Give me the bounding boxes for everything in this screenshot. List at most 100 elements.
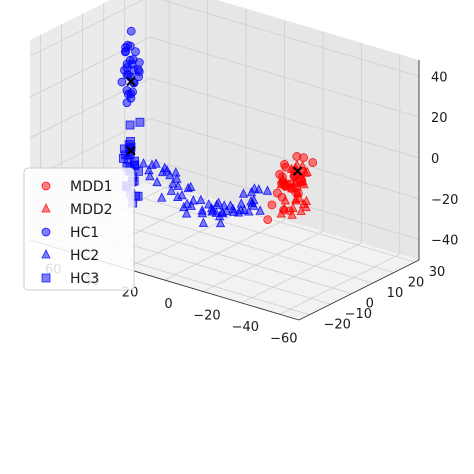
grid-x-floor — [241, 242, 362, 304]
point-mdd2 — [287, 209, 297, 219]
point-mdd2 — [301, 201, 311, 212]
point-hc2 — [144, 164, 154, 175]
legend-marker — [41, 203, 51, 213]
point-mdd1 — [267, 200, 277, 210]
point-hc1 — [122, 86, 132, 95]
grid-x-floor — [202, 231, 324, 292]
point-hc1 — [134, 72, 144, 82]
point-hc2 — [186, 181, 196, 191]
grid-y-floor — [103, 202, 373, 284]
point-hc2 — [188, 195, 198, 205]
grid-y-floor — [124, 192, 394, 274]
point-hc2 — [166, 185, 176, 195]
point-hc2 — [172, 173, 182, 183]
point-hc3 — [133, 191, 143, 201]
point-mdd2 — [301, 195, 312, 205]
grid-z-back — [149, 36, 420, 118]
z-tick-label: 20 — [431, 111, 448, 126]
point-mdd1 — [308, 158, 318, 167]
y-tick-label: 30 — [429, 265, 446, 280]
legend-entry: MDD1 — [41, 179, 113, 195]
point-hc2 — [186, 200, 197, 210]
point-hc1 — [129, 65, 139, 75]
legend-marker — [41, 227, 51, 237]
point-mdd1 — [263, 215, 273, 225]
point-hc2 — [247, 197, 257, 207]
legend-box — [23, 167, 135, 291]
z-tick-label: −40 — [431, 234, 458, 249]
point-hc2 — [138, 158, 149, 168]
centroid-stroke — [292, 166, 303, 176]
point-hc1 — [117, 77, 127, 87]
legend: MDD1 MDD2 HC1 HC2 HC3 — [23, 167, 135, 291]
centroid-marker — [292, 166, 303, 176]
point-hc2 — [213, 197, 224, 207]
point-hc2 — [204, 199, 214, 209]
point-hc2 — [238, 188, 249, 198]
x-tick-label: −40 — [232, 320, 259, 335]
point-mdd2 — [302, 166, 312, 176]
point-hc1 — [125, 55, 135, 65]
grid-x-floor — [164, 219, 285, 281]
legend-entry: MDD2 — [41, 202, 113, 218]
point-mdd2 — [288, 202, 298, 212]
point-hc2 — [225, 200, 236, 210]
grid-x-floor — [279, 253, 400, 315]
grid-z-back — [149, 118, 420, 200]
centroid-stroke — [126, 146, 136, 156]
y-tick-label: 20 — [408, 276, 425, 291]
point-mdd2 — [280, 195, 290, 205]
point-mdd2 — [283, 180, 293, 191]
point-hc2 — [211, 207, 221, 217]
point-hc1 — [126, 26, 136, 36]
point-hc2 — [157, 192, 167, 202]
point-hc2 — [181, 208, 192, 218]
grid-z-back — [149, 77, 420, 159]
point-mdd1 — [272, 188, 282, 198]
legend-marker — [41, 273, 51, 283]
y-axis-line — [298, 259, 420, 321]
grid-z-back — [160, 0, 420, 77]
point-hc2 — [196, 194, 206, 204]
point-hc2 — [215, 217, 226, 228]
legend-entry: HC3 — [41, 271, 99, 287]
point-hc2 — [198, 217, 209, 227]
grid-x-floor — [125, 208, 247, 269]
point-mdd1 — [299, 153, 308, 163]
point-mdd2 — [276, 208, 286, 218]
y-tick-label: −10 — [345, 307, 372, 322]
point-hc3 — [135, 117, 145, 127]
point-mdd2 — [292, 180, 302, 191]
z-tick-label: 40 — [431, 70, 448, 85]
point-hc2 — [255, 205, 265, 215]
grid-lines — [29, 0, 420, 316]
grid-z-side — [29, 0, 144, 57]
point-mdd2 — [296, 205, 306, 216]
point-hc1 — [121, 47, 131, 56]
point-hc2 — [249, 183, 260, 193]
point-hc2 — [145, 170, 155, 181]
point-hc2 — [197, 207, 207, 218]
point-hc2 — [168, 178, 178, 188]
y-tick-label: −20 — [324, 318, 351, 333]
point-hc1 — [131, 47, 140, 57]
centroid-stroke — [126, 76, 136, 87]
y-tick-label: 0 — [366, 297, 374, 312]
x-tick-label: −20 — [193, 308, 220, 323]
z-tick-label: 0 — [431, 152, 439, 167]
point-hc2 — [165, 169, 175, 180]
centroid-marker — [126, 76, 136, 87]
legend-marker — [41, 181, 51, 191]
point-hc2 — [152, 176, 162, 187]
legend-label: MDD2 — [70, 202, 113, 218]
point-mdd2 — [292, 159, 302, 170]
point-hc2 — [262, 185, 273, 195]
x-tick-label: −60 — [270, 331, 297, 346]
point-hc2 — [147, 159, 157, 169]
legend-entry: HC1 — [41, 225, 99, 241]
point-hc3 — [125, 120, 135, 130]
point-mdd1 — [281, 162, 290, 172]
z-tick-label: −20 — [431, 193, 458, 208]
grid-y-floor — [145, 181, 415, 263]
